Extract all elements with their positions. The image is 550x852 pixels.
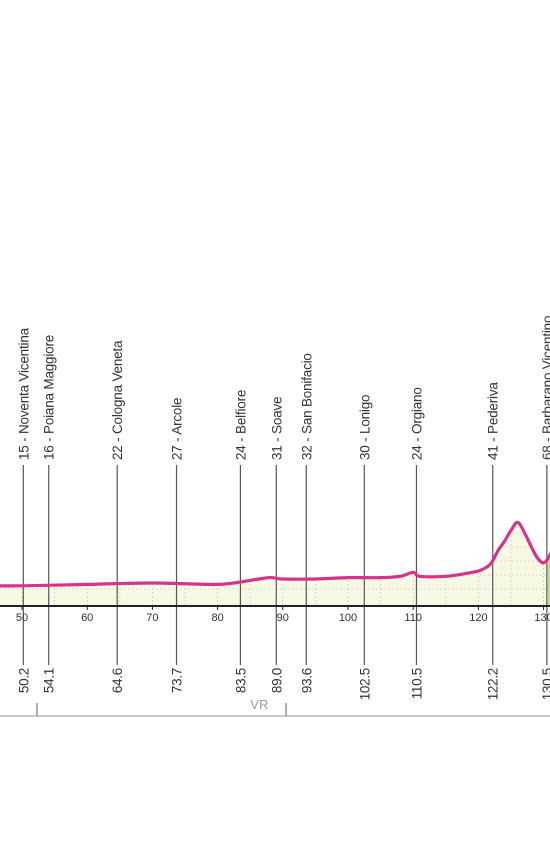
x-axis-tick-label: 70: [146, 612, 158, 624]
waypoint-km-label: 110.5: [410, 668, 425, 699]
waypoint-label: 24 - Orgiano: [410, 387, 425, 460]
x-axis-tick-label: 80: [211, 612, 223, 624]
waypoint-km-label: 54.1: [42, 668, 57, 693]
waypoint-label: 68 - Barbarano Vicentino: [540, 316, 550, 460]
waypoint-label: 32 - San Bonifacio: [299, 353, 314, 460]
waypoint-km-label: 122.2: [486, 668, 501, 700]
waypoint-label: 15 - Noventa Vicentina: [16, 327, 31, 460]
x-axis-tick-label: 120: [469, 612, 487, 624]
waypoint-km-label: 130.5: [540, 668, 550, 700]
waypoint-km-label: 89.0: [269, 668, 284, 693]
waypoint-km-label: 93.6: [299, 668, 314, 693]
waypoint-label: 16 - Poiana Maggiore: [42, 335, 57, 460]
x-axis-tick-label: 90: [277, 612, 289, 624]
waypoint-label: 30 - Lonigo: [357, 395, 372, 460]
x-axis-tick-label: 50: [16, 612, 28, 624]
waypoint-km-label: 50.2: [16, 668, 31, 693]
waypoint-km-label: 83.5: [233, 668, 248, 693]
waypoint-km-label: 64.6: [110, 668, 125, 693]
waypoint-km-label: 73.7: [170, 668, 185, 693]
waypoint-label: 31 - Soave: [269, 397, 284, 460]
elevation-profile-line: [0, 520, 550, 588]
waypoint-label: 41 - Pederiva: [486, 382, 501, 460]
waypoint-km-label: 102.5: [357, 668, 372, 700]
x-axis-tick-label: 100: [339, 612, 357, 624]
x-axis-tick-label: 130: [534, 612, 550, 624]
waypoint-label: 24 - Belfiore: [233, 390, 248, 460]
x-axis-tick-label: 110: [404, 612, 422, 624]
x-axis-tick-label: 60: [81, 612, 93, 624]
waypoint-label: 27 - Arcole: [170, 398, 185, 460]
province-label: VR: [250, 697, 268, 712]
waypoint-label: 22 - Cologna Veneta: [110, 340, 125, 460]
